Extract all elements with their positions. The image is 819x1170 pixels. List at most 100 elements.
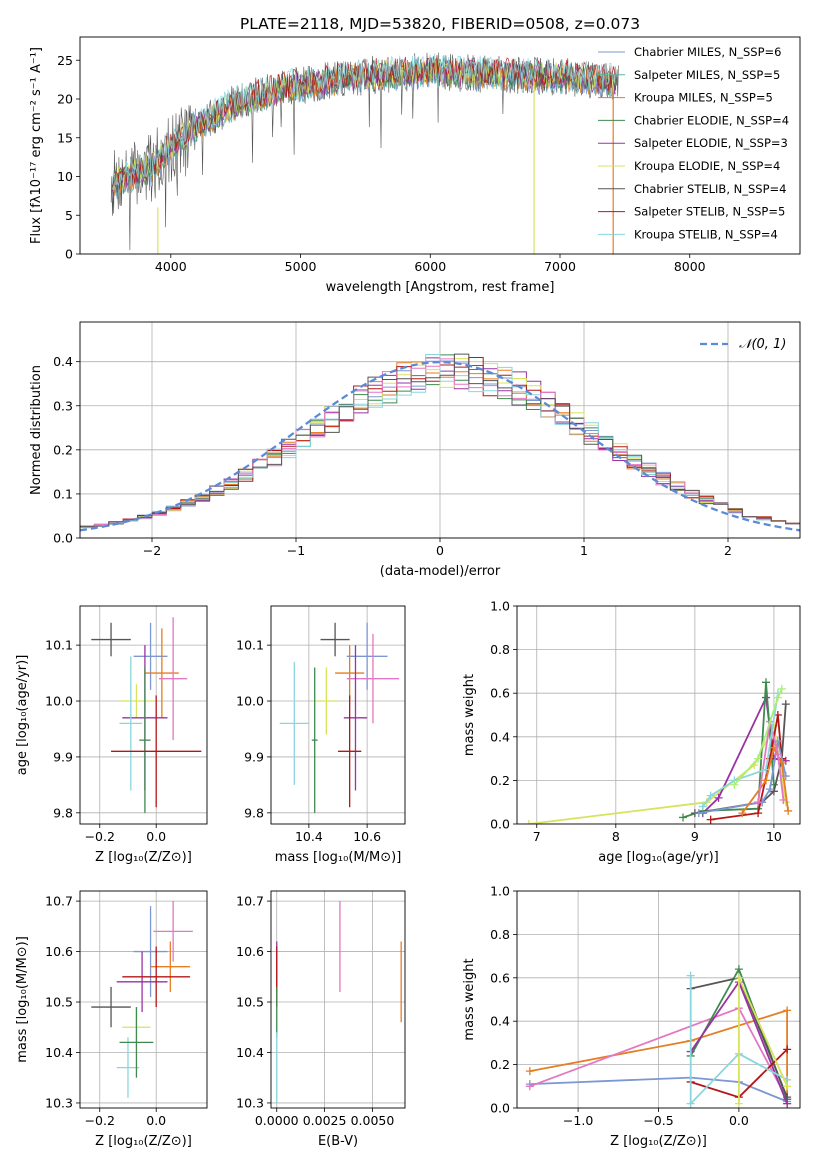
weight-marker xyxy=(734,965,743,974)
x-tick-label: 8 xyxy=(612,829,620,844)
y-tick-label: 1.0 xyxy=(490,599,510,614)
plot-area-spectrum xyxy=(110,52,619,254)
y-tick-label: 10.4 xyxy=(236,1045,264,1060)
axes-mass_vs_ebv: 0.0000 0.0025 0.0050 10.3 10.4 10.5 10.6 10.7 E(… xyxy=(236,890,406,1149)
x-axis-label: wavelength [Angstrom, rest frame] xyxy=(326,280,555,295)
y-tick-label: 0.0 xyxy=(490,817,510,832)
y-tick-label: 15 xyxy=(57,130,73,145)
x-tick-label: 8000 xyxy=(674,259,706,274)
weight-line xyxy=(733,688,783,786)
gaussian-curve xyxy=(80,360,800,532)
y-tick-label: 10.0 xyxy=(45,694,73,709)
weight-marker xyxy=(762,678,771,687)
y-tick-label: 9.9 xyxy=(244,749,264,764)
weight-marker xyxy=(734,1099,743,1108)
weight-marker xyxy=(773,750,782,759)
y-tick-label: 10 xyxy=(57,169,73,184)
x-tick-label: 9 xyxy=(691,829,699,844)
x-axis-label: E(B-V) xyxy=(318,1134,358,1149)
x-tick-label: 0.0 xyxy=(146,1113,166,1128)
y-tick-label: 0.8 xyxy=(490,642,510,657)
legend-label: Chabrier ELODIE, N_SSP=4 xyxy=(634,113,789,127)
y-axis-label: age [log₁₀(age/yr)] xyxy=(15,655,30,776)
weight-marker xyxy=(777,684,786,693)
y-tick-label: 10.1 xyxy=(236,638,264,653)
x-tick-label: 7 xyxy=(533,829,541,844)
legend-label: Chabrier STELIB, N_SSP=4 xyxy=(634,182,786,196)
plot-area-weight_vs_age xyxy=(517,606,800,824)
x-tick-label: 10.4 xyxy=(295,829,323,844)
y-axis-label: mass [log₁₀(M/M⊙)] xyxy=(15,936,30,1063)
x-tick-label: 4000 xyxy=(155,259,187,274)
y-tick-label: 10.3 xyxy=(45,1095,73,1110)
y-tick-label: 0.4 xyxy=(53,354,73,369)
x-tick-label: −1 xyxy=(287,543,305,558)
weight-marker xyxy=(762,776,771,785)
y-tick-label: 0.4 xyxy=(490,729,510,744)
y-axis-label: mass weight xyxy=(462,958,477,1040)
y-axis-label: mass weight xyxy=(462,674,477,756)
weight-marker xyxy=(784,806,793,815)
weight-marker xyxy=(524,820,533,824)
legend-label: Kroupa MILES, N_SSP=5 xyxy=(634,91,773,105)
weight-marker xyxy=(706,791,715,800)
axes-frame xyxy=(516,605,801,825)
weight-marker xyxy=(754,798,763,807)
weight-line xyxy=(689,975,788,1106)
y-tick-label: 0.1 xyxy=(53,486,73,501)
weight-marker xyxy=(686,971,695,980)
axes-age_vs_Z: −0.2 0.0 9.8 9.9 10.0 10.1 Z [log₁₀(Z/Z⊙)] age … xyxy=(15,605,208,865)
weight-marker xyxy=(686,1099,695,1108)
weight-marker xyxy=(525,1067,534,1076)
x-tick-label: 10 xyxy=(766,829,782,844)
plot-area-mass_vs_ebv xyxy=(271,891,405,1108)
legend-label: Kroupa ELODIE, N_SSP=4 xyxy=(634,159,780,173)
y-tick-label: 10.5 xyxy=(45,995,73,1010)
weight-marker xyxy=(714,793,723,802)
weight-marker xyxy=(730,780,739,789)
x-tick-label: 7000 xyxy=(544,259,576,274)
y-tick-label: 10.6 xyxy=(45,944,73,959)
y-tick-label: 0.0 xyxy=(53,531,73,546)
y-tick-label: 10.6 xyxy=(236,944,264,959)
axes-frame xyxy=(270,890,406,1109)
y-axis-label: Flux [fλ10⁻¹⁷ erg cm⁻² s⁻¹ A⁻¹] xyxy=(29,47,44,244)
y-tick-label: 0.8 xyxy=(490,927,510,942)
y-tick-label: 20 xyxy=(57,92,73,107)
axes-residuals: −2 −1 0 1 2 0.0 0.1 0.2 0.3 0.4 (data-model)/error… xyxy=(29,321,801,579)
x-tick-label: 5000 xyxy=(285,259,317,274)
weight-marker xyxy=(762,765,771,774)
legend-label: Salpeter MILES, N_SSP=5 xyxy=(634,68,780,82)
x-axis-label: Z [log₁₀(Z/Z⊙)] xyxy=(610,1134,707,1149)
axes-weight_vs_age: 7 8 9 10 0.0 0.2 0.4 0.6 0.8 1.0 age [log₁₀(age/yr… xyxy=(462,599,801,865)
axes-spectrum: 4000 5000 6000 7000 8000 0 5 10 15 20 25 wavelength… xyxy=(29,15,801,295)
x-tick-label: 0.0 xyxy=(146,829,166,844)
weight-marker xyxy=(734,973,743,982)
x-tick-label: 2 xyxy=(724,543,732,558)
weight-marker xyxy=(754,754,763,763)
weight-marker xyxy=(754,809,763,818)
x-tick-label: −1.0 xyxy=(563,1113,593,1128)
y-tick-label: 10.7 xyxy=(45,894,73,909)
y-tick-label: 0.4 xyxy=(490,1014,510,1029)
y-tick-label: 10.3 xyxy=(236,1095,264,1110)
y-tick-label: 9.8 xyxy=(53,805,73,820)
x-tick-label: 6000 xyxy=(414,259,446,274)
axes-mass_vs_Z: −0.2 0.0 10.3 10.4 10.5 10.6 10.7 Z [log₁₀(Z/Z⊙… xyxy=(15,890,208,1149)
axes-frame xyxy=(270,605,406,825)
model-spectrum-line xyxy=(112,53,617,188)
plot-area-residuals xyxy=(80,322,800,538)
axes-frame xyxy=(79,36,801,255)
x-tick-label: 0.0 xyxy=(729,1113,749,1128)
legend-label: Salpeter ELODIE, N_SSP=3 xyxy=(634,136,788,150)
y-tick-label: 0.6 xyxy=(490,686,510,701)
x-tick-label: −0.5 xyxy=(643,1113,673,1128)
y-tick-label: 10.7 xyxy=(236,894,264,909)
residual-histogram xyxy=(80,353,800,530)
y-tick-label: 1.0 xyxy=(490,884,510,899)
weight-marker xyxy=(781,700,790,709)
axes-frame xyxy=(516,890,801,1109)
weight-marker xyxy=(783,1099,792,1108)
